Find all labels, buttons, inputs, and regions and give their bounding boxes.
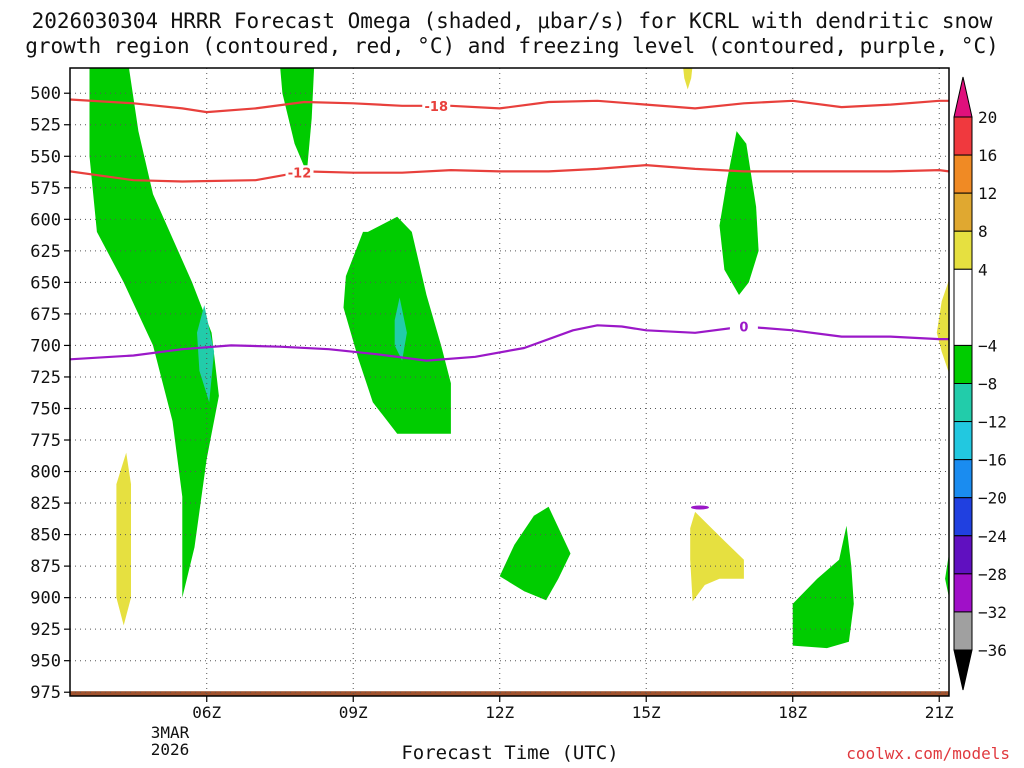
colorbar-band xyxy=(953,268,973,346)
colorbar-band xyxy=(953,344,973,384)
y-tick-label: 950 xyxy=(30,652,61,672)
omega-region-main-left xyxy=(89,68,219,598)
y-tick-label: 800 xyxy=(30,463,61,483)
colorbar-label: −24 xyxy=(978,527,1007,546)
colorbar-label: 4 xyxy=(978,260,988,279)
colorbar-max-arrow xyxy=(953,76,973,118)
chart-title-line-2: growth region (contoured, red, °C) and f… xyxy=(25,34,999,58)
x-axis-label: Forecast Time (UTC) xyxy=(401,742,619,764)
colorbar-label: 20 xyxy=(978,108,997,127)
colorbar-band xyxy=(953,116,973,156)
colorbar-band xyxy=(953,230,973,270)
omega-region-yellow-top xyxy=(683,68,693,90)
y-tick-label: 700 xyxy=(30,336,61,356)
colorbar-label: −28 xyxy=(978,565,1007,584)
chart-title-line-1: 2026030304 HRRR Forecast Omega (shaded, … xyxy=(31,9,993,33)
contour-line xyxy=(70,324,949,362)
omega-region-purple-blob xyxy=(690,505,709,510)
y-tick-label: 625 xyxy=(30,242,61,262)
colorbar-band xyxy=(953,421,973,461)
colorbar-label: −4 xyxy=(978,336,997,355)
y-tick-label: 850 xyxy=(30,526,61,546)
y-tick-label: 725 xyxy=(30,368,61,388)
omega-region-right-upper xyxy=(719,131,759,295)
colorbar-band xyxy=(953,192,973,232)
plot-frame xyxy=(69,67,950,697)
omega-region-upper-mid xyxy=(280,68,315,173)
x-tick-label: 09Z xyxy=(339,703,368,722)
site-credit: coolwx.com/models xyxy=(846,744,1010,763)
contour-label: -18 xyxy=(425,100,449,115)
y-tick-label: 525 xyxy=(30,116,61,136)
y-tick-label: 925 xyxy=(30,620,61,640)
colorbar-min-arrow xyxy=(953,649,973,691)
ground-terrain xyxy=(70,691,949,696)
colorbar-label: −36 xyxy=(978,641,1007,660)
y-tick-label: 750 xyxy=(30,399,61,419)
contour-label-bg xyxy=(729,319,758,334)
x-tick-label: 21Z xyxy=(925,703,954,722)
colorbar-label: −32 xyxy=(978,603,1007,622)
colorbar-label: 8 xyxy=(978,222,988,241)
colorbar-label: −20 xyxy=(978,489,1007,508)
y-tick-label: 875 xyxy=(30,557,61,577)
date-label-year: 2026 xyxy=(150,740,190,759)
colorbar-label: −12 xyxy=(978,413,1007,432)
y-tick-label: 825 xyxy=(30,494,61,514)
y-tick-label: 900 xyxy=(30,589,61,609)
date-label-month: 3MAR xyxy=(150,723,190,742)
colorbar-band xyxy=(953,573,973,613)
colorbar-band xyxy=(953,497,973,537)
y-tick-label: 575 xyxy=(30,179,61,199)
x-tick-label: 12Z xyxy=(485,703,514,722)
omega-region-low-right xyxy=(792,525,854,649)
x-tick-label: 06Z xyxy=(192,703,221,722)
colorbar-label: −16 xyxy=(978,451,1007,470)
omega-region-teal-mid xyxy=(394,297,407,361)
y-tick-label: 500 xyxy=(30,84,61,104)
omega-region-low-mid xyxy=(499,506,571,601)
omega-region-green-edge xyxy=(945,553,949,598)
contour-label: -12 xyxy=(288,166,312,181)
y-tick-label: 600 xyxy=(30,210,61,230)
contour-label: 0 xyxy=(739,321,748,336)
x-tick-label: 15Z xyxy=(632,703,661,722)
colorbar-label: 12 xyxy=(978,184,997,203)
colorbar-band xyxy=(953,383,973,423)
y-tick-label: 775 xyxy=(30,431,61,451)
omega-region-teal-left xyxy=(197,305,215,403)
colorbar-band xyxy=(953,611,973,651)
colorbar-band xyxy=(953,154,973,194)
contour-label-bg xyxy=(422,98,451,113)
colorbar-label: 16 xyxy=(978,146,997,165)
y-tick-label: 650 xyxy=(30,273,61,293)
omega-region-yellow-left xyxy=(116,452,131,626)
contour-line xyxy=(70,98,949,114)
y-tick-label: 675 xyxy=(30,305,61,325)
contour-label-bg xyxy=(285,165,314,180)
x-tick-label: 18Z xyxy=(778,703,807,722)
y-tick-label: 975 xyxy=(30,683,61,703)
colorbar-band xyxy=(953,535,973,575)
contour-line xyxy=(70,164,949,183)
omega-region-yellow-right xyxy=(690,511,744,602)
y-tick-label: 550 xyxy=(30,147,61,167)
colorbar-label: −8 xyxy=(978,375,997,394)
colorbar-band xyxy=(953,459,973,499)
omega-region-yellow-edge xyxy=(936,279,949,374)
